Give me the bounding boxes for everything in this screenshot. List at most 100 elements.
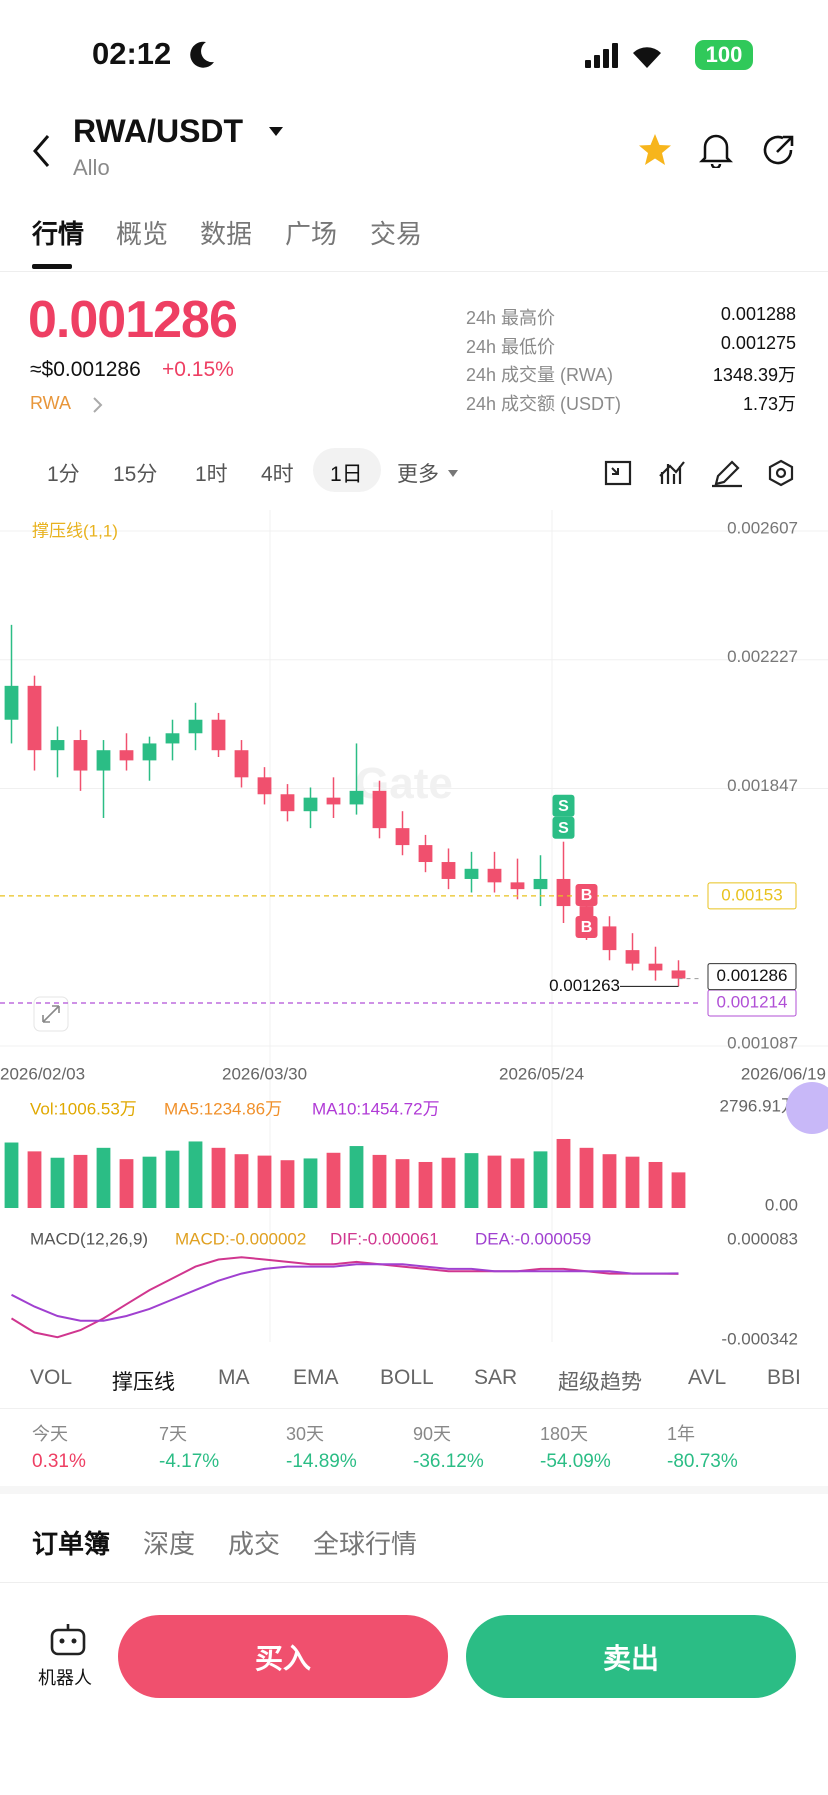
level-box (707, 882, 797, 910)
volume-bar (533, 1151, 548, 1208)
indicator-tab[interactable]: EMA (293, 1366, 339, 1389)
signal-text: B (581, 887, 593, 904)
token-link[interactable]: RWA (30, 393, 72, 413)
candle-body (27, 685, 42, 751)
book-tab[interactable]: 成交 (228, 1529, 281, 1559)
level-label: 0.001286 (717, 966, 788, 985)
stat-label: 24h 最低价 (466, 337, 556, 357)
candle-body (625, 950, 640, 964)
indicator-tab[interactable]: AVL (688, 1366, 727, 1389)
pair-dropdown[interactable] (268, 126, 284, 138)
candle-body (372, 790, 387, 829)
pair-name[interactable]: RWA/USDT (73, 113, 244, 149)
x-date-label: 2026/06/19 (741, 1064, 826, 1083)
volume-bar (510, 1158, 525, 1208)
y-tick-label: 0.002607 (727, 518, 798, 537)
price-change: +0.15% (162, 358, 234, 381)
indicator-tab[interactable]: MA (218, 1366, 250, 1389)
candle-body (50, 740, 65, 751)
usd-price: ≈$0.001286 (30, 358, 141, 381)
volume-bar (648, 1161, 663, 1208)
dif-line (10, 1256, 679, 1339)
candle-body (648, 963, 663, 971)
volume-bar (234, 1154, 249, 1208)
chart-tools[interactable] (604, 458, 804, 490)
volume-bar (280, 1160, 295, 1208)
volume-bar (671, 1172, 686, 1208)
book-tab[interactable]: 订单簿 (32, 1529, 111, 1559)
indicator-tab[interactable]: VOL (30, 1366, 73, 1389)
period-change: -80.73% (667, 1451, 738, 1472)
indicator-tab[interactable]: 撑压线 (112, 1371, 175, 1394)
interval[interactable]: 1分 (47, 463, 80, 486)
kline-chart[interactable]: Gate 0.002607 0.002227 0.001847 0.001087 撑压线… (0, 510, 828, 1358)
interval[interactable]: 更多 (397, 463, 439, 486)
back-button[interactable] (30, 133, 54, 169)
chevron (93, 397, 103, 413)
last-price: 0.001286 (28, 291, 238, 349)
sell-button[interactable]: 卖出 (466, 1615, 796, 1698)
volume-bar (303, 1158, 318, 1208)
candle-body (142, 743, 157, 761)
macd-legend: MACD(12,26,9) (30, 1229, 148, 1248)
stat-label: 24h 成交额 (USDT) (466, 394, 622, 414)
level-label: 0.00153 (721, 885, 782, 904)
volume-bar (188, 1141, 203, 1208)
period-change: -14.89% (286, 1451, 357, 1472)
alert-icon[interactable] (699, 132, 733, 168)
assistant-bubble[interactable] (786, 1082, 828, 1134)
volume-legend: MA10:1454.72万 (312, 1099, 440, 1118)
candle-body (188, 719, 203, 734)
book-tab[interactable]: 深度 (143, 1529, 196, 1559)
macd-legend: MACD:-0.000002 (175, 1229, 306, 1248)
tab[interactable]: 数据 (200, 219, 253, 249)
volume-legend: Vol:1006.53万 (30, 1099, 137, 1118)
period-change: -36.12% (413, 1451, 484, 1472)
tab-indicator (32, 264, 72, 269)
tab[interactable]: 交易 (370, 219, 423, 249)
favorite-icon[interactable] (637, 132, 673, 168)
indicator-tab[interactable]: SAR (474, 1366, 518, 1389)
divider (0, 1408, 828, 1409)
volume-tick-label: 0.00 (765, 1195, 798, 1214)
period-change: 0.31% (32, 1451, 86, 1472)
indicator-tab[interactable]: BBI (767, 1366, 801, 1389)
tab[interactable]: 广场 (285, 219, 338, 249)
candle-body (257, 777, 272, 795)
watermark: Gate (355, 759, 453, 808)
more-caret (448, 470, 458, 477)
moon-icon (190, 41, 214, 68)
candle-body (349, 790, 364, 805)
volume-bar (73, 1154, 88, 1208)
level-label: 0.001214 (717, 992, 788, 1011)
robot-icon[interactable] (48, 1622, 88, 1658)
indicator-tab[interactable]: BOLL (380, 1366, 434, 1389)
candle-body (165, 733, 180, 744)
tab[interactable]: 行情 (32, 219, 85, 249)
expand-icon (42, 1005, 60, 1023)
volume-bar (165, 1150, 180, 1208)
buy-button[interactable]: 买入 (118, 1615, 448, 1698)
indicator-tab[interactable]: 超级趋势 (558, 1371, 642, 1394)
interval[interactable]: 1时 (195, 463, 228, 486)
macd-legend: DIF:-0.000061 (330, 1229, 439, 1248)
share-icon[interactable] (762, 134, 796, 168)
macd-tick-label: 0.000083 (727, 1229, 798, 1248)
book-tab[interactable]: 全球行情 (313, 1529, 418, 1559)
candle-body (4, 685, 19, 720)
candle-body (280, 794, 295, 812)
signal-badge (552, 794, 575, 817)
interval[interactable]: 15分 (113, 463, 158, 486)
period-label: 今天 (32, 1424, 68, 1444)
macd-tick-label: -0.000342 (721, 1329, 798, 1348)
interval[interactable]: 1日 (330, 463, 363, 486)
dea-line (11, 1263, 679, 1322)
signal-text: B (581, 919, 593, 936)
interval[interactable]: 4时 (261, 463, 294, 486)
x-date-label: 2026/02/03 (0, 1064, 85, 1083)
volume-bar (27, 1151, 42, 1208)
tab[interactable]: 概览 (116, 219, 169, 249)
volume-bar (418, 1161, 433, 1208)
period-label: 7天 (159, 1424, 188, 1444)
candle-body (556, 878, 571, 907)
